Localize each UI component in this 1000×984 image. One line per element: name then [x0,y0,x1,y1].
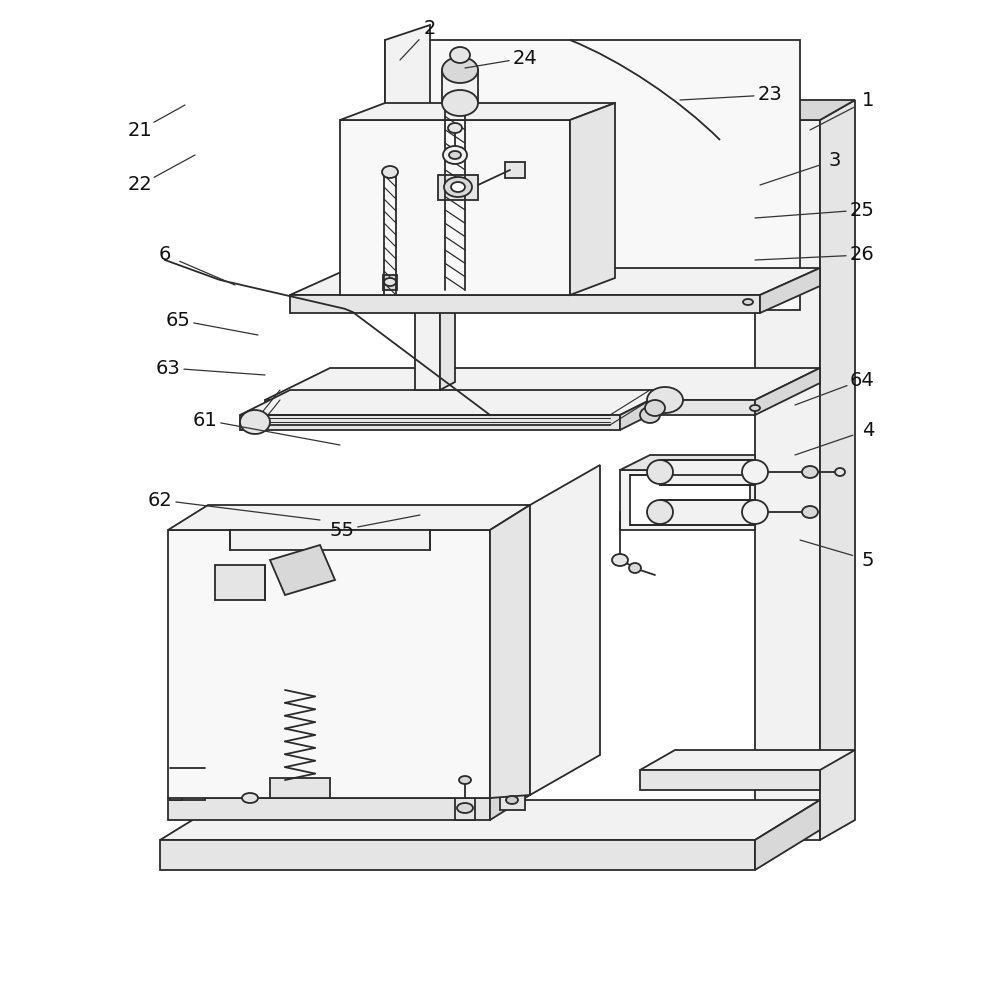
Polygon shape [755,800,820,870]
Polygon shape [170,768,205,800]
Polygon shape [290,268,820,295]
Polygon shape [640,750,855,770]
Ellipse shape [647,500,673,524]
Ellipse shape [640,407,660,423]
Ellipse shape [742,500,768,524]
Polygon shape [160,800,820,840]
Polygon shape [290,295,760,313]
Text: 62: 62 [148,490,172,510]
Text: 65: 65 [166,311,190,330]
Text: 55: 55 [330,521,354,539]
Ellipse shape [443,146,467,164]
Ellipse shape [242,793,258,803]
Polygon shape [240,415,620,430]
Polygon shape [570,103,615,295]
Polygon shape [505,162,525,178]
Text: 25: 25 [850,201,874,219]
Text: 2: 2 [424,19,436,37]
Polygon shape [455,798,475,820]
Text: 4: 4 [862,420,874,440]
Text: 24: 24 [513,48,537,68]
Text: 6: 6 [159,245,171,265]
Ellipse shape [442,57,478,83]
Text: 5: 5 [862,550,874,570]
Text: 63: 63 [156,358,180,378]
Text: 22: 22 [128,175,152,195]
Polygon shape [170,760,182,800]
Ellipse shape [647,387,683,413]
Ellipse shape [629,563,641,573]
Text: 23: 23 [758,86,782,104]
Polygon shape [265,368,820,400]
Polygon shape [530,465,600,795]
Polygon shape [415,310,440,390]
Polygon shape [438,175,478,200]
Ellipse shape [743,299,753,305]
Polygon shape [340,103,615,120]
Polygon shape [500,795,525,810]
Ellipse shape [835,468,845,476]
Ellipse shape [384,278,396,286]
Polygon shape [168,798,490,820]
Polygon shape [230,530,430,550]
Text: 3: 3 [829,151,841,169]
Polygon shape [168,505,530,530]
Polygon shape [440,302,455,390]
Ellipse shape [802,506,818,518]
Text: 26: 26 [850,245,874,265]
Text: 21: 21 [128,120,152,140]
Ellipse shape [647,460,673,484]
Ellipse shape [459,776,471,784]
Polygon shape [755,120,820,840]
Ellipse shape [450,47,470,63]
Polygon shape [660,500,755,525]
Polygon shape [168,530,490,798]
Polygon shape [340,120,570,295]
Polygon shape [640,770,820,790]
Text: 64: 64 [850,371,874,390]
Polygon shape [660,460,755,485]
Ellipse shape [448,123,462,133]
Text: 1: 1 [862,91,874,109]
Ellipse shape [442,90,478,116]
Polygon shape [620,455,755,470]
Ellipse shape [612,554,628,566]
Polygon shape [620,470,755,530]
Polygon shape [760,268,820,313]
Polygon shape [755,368,820,415]
Polygon shape [630,475,750,525]
Ellipse shape [506,796,518,804]
Polygon shape [620,390,670,430]
Polygon shape [490,505,530,798]
Ellipse shape [449,151,461,159]
Text: 61: 61 [193,410,217,429]
Polygon shape [820,100,855,840]
Polygon shape [270,778,330,798]
Polygon shape [265,400,755,415]
Polygon shape [385,40,800,310]
Polygon shape [175,760,193,768]
Ellipse shape [802,466,818,478]
Polygon shape [755,100,855,120]
Ellipse shape [750,405,760,411]
Ellipse shape [645,400,665,416]
Ellipse shape [742,460,768,484]
Polygon shape [442,70,478,103]
Polygon shape [383,275,397,290]
Ellipse shape [444,177,472,197]
Ellipse shape [382,166,398,178]
Ellipse shape [451,182,465,192]
Ellipse shape [457,803,473,813]
Polygon shape [160,840,755,870]
Polygon shape [270,545,335,595]
Polygon shape [168,772,530,798]
Polygon shape [385,25,430,310]
Polygon shape [240,390,670,415]
Ellipse shape [240,410,270,434]
Polygon shape [490,772,530,820]
Polygon shape [215,565,265,600]
